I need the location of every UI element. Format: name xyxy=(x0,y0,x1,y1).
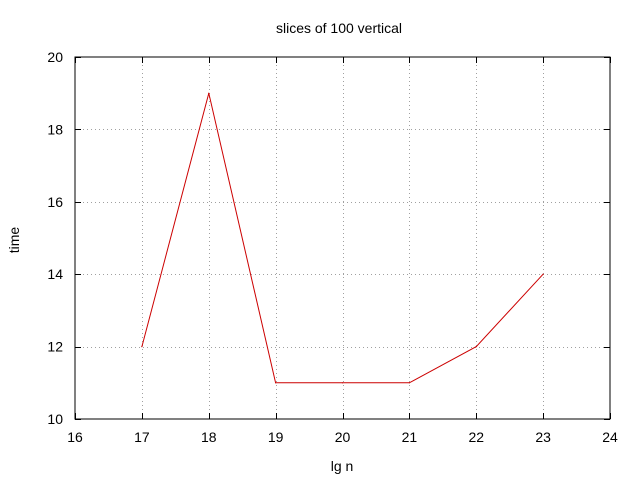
series-layer xyxy=(141,92,544,384)
x-tick-label: 16 xyxy=(67,429,83,445)
y-tick-label: 12 xyxy=(47,339,63,355)
data-point xyxy=(542,273,544,275)
x-tick-label: 17 xyxy=(134,429,150,445)
y-tick-label: 10 xyxy=(47,411,63,427)
data-point xyxy=(141,346,143,348)
data-point xyxy=(408,382,410,384)
tick-labels: 16 17 18 19 20 21 22 23 24 10 12 14 16 18 20 xyxy=(47,49,618,445)
x-tick-label: 20 xyxy=(335,429,351,445)
chart-title: slices of 100 vertical xyxy=(276,20,402,36)
y-tick-label: 20 xyxy=(47,49,63,65)
x-tick-label: 21 xyxy=(402,429,418,445)
x-tick-label: 18 xyxy=(201,429,217,445)
x-tick-label: 22 xyxy=(468,429,484,445)
x-tick-label: 24 xyxy=(602,429,618,445)
series-line xyxy=(141,93,544,384)
y-tick-label: 16 xyxy=(47,194,63,210)
x-tick-label: 19 xyxy=(268,429,284,445)
grid xyxy=(75,57,610,419)
data-point xyxy=(275,382,277,384)
ticks xyxy=(75,57,611,420)
data-point xyxy=(341,382,344,384)
plot-area-border xyxy=(74,56,611,420)
x-tick-label: 23 xyxy=(535,429,551,445)
data-point xyxy=(475,346,477,348)
x-axis-title: lg n xyxy=(331,458,354,474)
y-tick-label: 14 xyxy=(47,266,63,282)
data-point xyxy=(208,92,210,94)
y-tick-label: 18 xyxy=(47,121,63,137)
y-axis-title: time xyxy=(6,227,22,254)
